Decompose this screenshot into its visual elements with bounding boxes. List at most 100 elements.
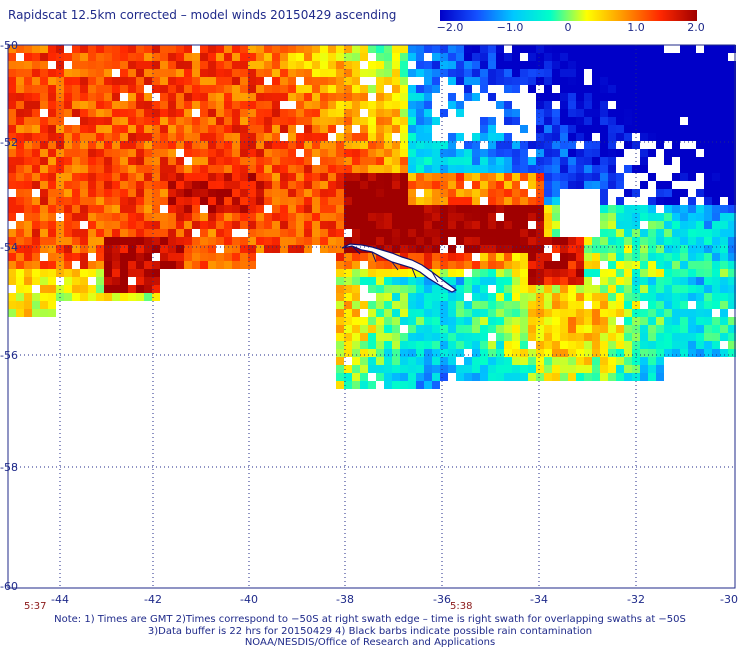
- wind-cell: [320, 133, 328, 141]
- wind-cell: [368, 141, 376, 149]
- wind-cell: [456, 261, 464, 269]
- wind-cell: [464, 221, 472, 229]
- wind-cell: [80, 141, 88, 149]
- footnote-line: Note: 1) Times are GMT 2)Times correspon…: [54, 614, 686, 625]
- wind-cell: [400, 317, 408, 325]
- wind-cell: [120, 221, 128, 229]
- wind-cell: [384, 309, 392, 317]
- wind-cell: [208, 45, 216, 53]
- wind-cell: [96, 149, 104, 157]
- wind-cell: [152, 133, 160, 141]
- wind-cell: [560, 117, 568, 125]
- wind-cell: [672, 317, 680, 325]
- wind-cell: [256, 69, 264, 77]
- wind-cell: [648, 317, 656, 325]
- wind-cell: [176, 61, 184, 69]
- wind-cell: [360, 149, 368, 157]
- wind-cell: [464, 229, 472, 237]
- wind-cell: [48, 221, 56, 229]
- wind-cell: [720, 333, 728, 341]
- wind-cell: [368, 173, 376, 181]
- wind-cell: [680, 205, 688, 213]
- wind-cell: [280, 69, 288, 77]
- wind-cell: [448, 261, 456, 269]
- wind-cell: [288, 117, 296, 125]
- wind-cell: [512, 285, 520, 293]
- wind-cell: [576, 61, 584, 69]
- wind-cell: [280, 221, 288, 229]
- wind-cell: [192, 69, 200, 77]
- wind-cell: [616, 77, 624, 85]
- wind-cell: [664, 293, 672, 301]
- wind-cell: [520, 141, 528, 149]
- wind-cell: [616, 245, 624, 253]
- wind-cell: [344, 309, 352, 317]
- wind-cell: [640, 149, 648, 157]
- wind-cell: [720, 189, 728, 197]
- wind-cell: [384, 69, 392, 77]
- wind-cell: [528, 325, 536, 333]
- wind-cell: [120, 61, 128, 69]
- wind-cell: [112, 61, 120, 69]
- wind-cell: [176, 157, 184, 165]
- wind-cell: [248, 221, 256, 229]
- wind-cell: [488, 181, 496, 189]
- wind-cell: [440, 141, 448, 149]
- wind-cell: [576, 157, 584, 165]
- wind-cell: [336, 261, 344, 269]
- wind-cell: [520, 221, 528, 229]
- wind-cell: [544, 181, 552, 189]
- wind-cell: [376, 349, 384, 357]
- wind-cell: [200, 213, 208, 221]
- wind-cell: [648, 61, 656, 69]
- wind-cell: [8, 309, 16, 317]
- wind-cell: [240, 85, 248, 93]
- wind-cell: [640, 341, 648, 349]
- wind-cell: [176, 141, 184, 149]
- wind-cell: [280, 109, 288, 117]
- wind-cell: [264, 61, 272, 69]
- wind-cell: [16, 245, 24, 253]
- wind-cell: [80, 237, 88, 245]
- wind-cell: [128, 157, 136, 165]
- wind-cell: [72, 173, 80, 181]
- wind-cell: [688, 277, 696, 285]
- wind-cell: [448, 197, 456, 205]
- wind-cell: [528, 205, 536, 213]
- wind-cell: [608, 141, 616, 149]
- wind-cell: [488, 189, 496, 197]
- wind-cell: [192, 173, 200, 181]
- wind-cell: [256, 141, 264, 149]
- wind-cell: [352, 357, 360, 365]
- wind-cell: [488, 165, 496, 173]
- wind-cell: [576, 261, 584, 269]
- wind-cell: [336, 229, 344, 237]
- wind-cell: [104, 189, 112, 197]
- wind-cell: [424, 101, 432, 109]
- wind-cell: [456, 293, 464, 301]
- wind-cell: [264, 157, 272, 165]
- wind-cell: [728, 141, 736, 149]
- wind-cell: [128, 293, 136, 301]
- wind-cell: [376, 237, 384, 245]
- wind-cell: [568, 157, 576, 165]
- wind-cell: [408, 213, 416, 221]
- wind-cell: [584, 117, 592, 125]
- wind-cell: [352, 85, 360, 93]
- wind-cell: [96, 85, 104, 93]
- wind-cell: [488, 277, 496, 285]
- wind-cell: [592, 173, 600, 181]
- wind-cell: [168, 237, 176, 245]
- wind-cell: [192, 61, 200, 69]
- wind-cell: [696, 325, 704, 333]
- wind-cell: [624, 221, 632, 229]
- wind-cell: [416, 309, 424, 317]
- wind-cell: [72, 277, 80, 285]
- wind-cell: [312, 77, 320, 85]
- wind-cell: [512, 261, 520, 269]
- wind-cell: [160, 125, 168, 133]
- wind-cell: [120, 181, 128, 189]
- wind-cell: [416, 229, 424, 237]
- wind-cell: [48, 117, 56, 125]
- wind-cell: [320, 101, 328, 109]
